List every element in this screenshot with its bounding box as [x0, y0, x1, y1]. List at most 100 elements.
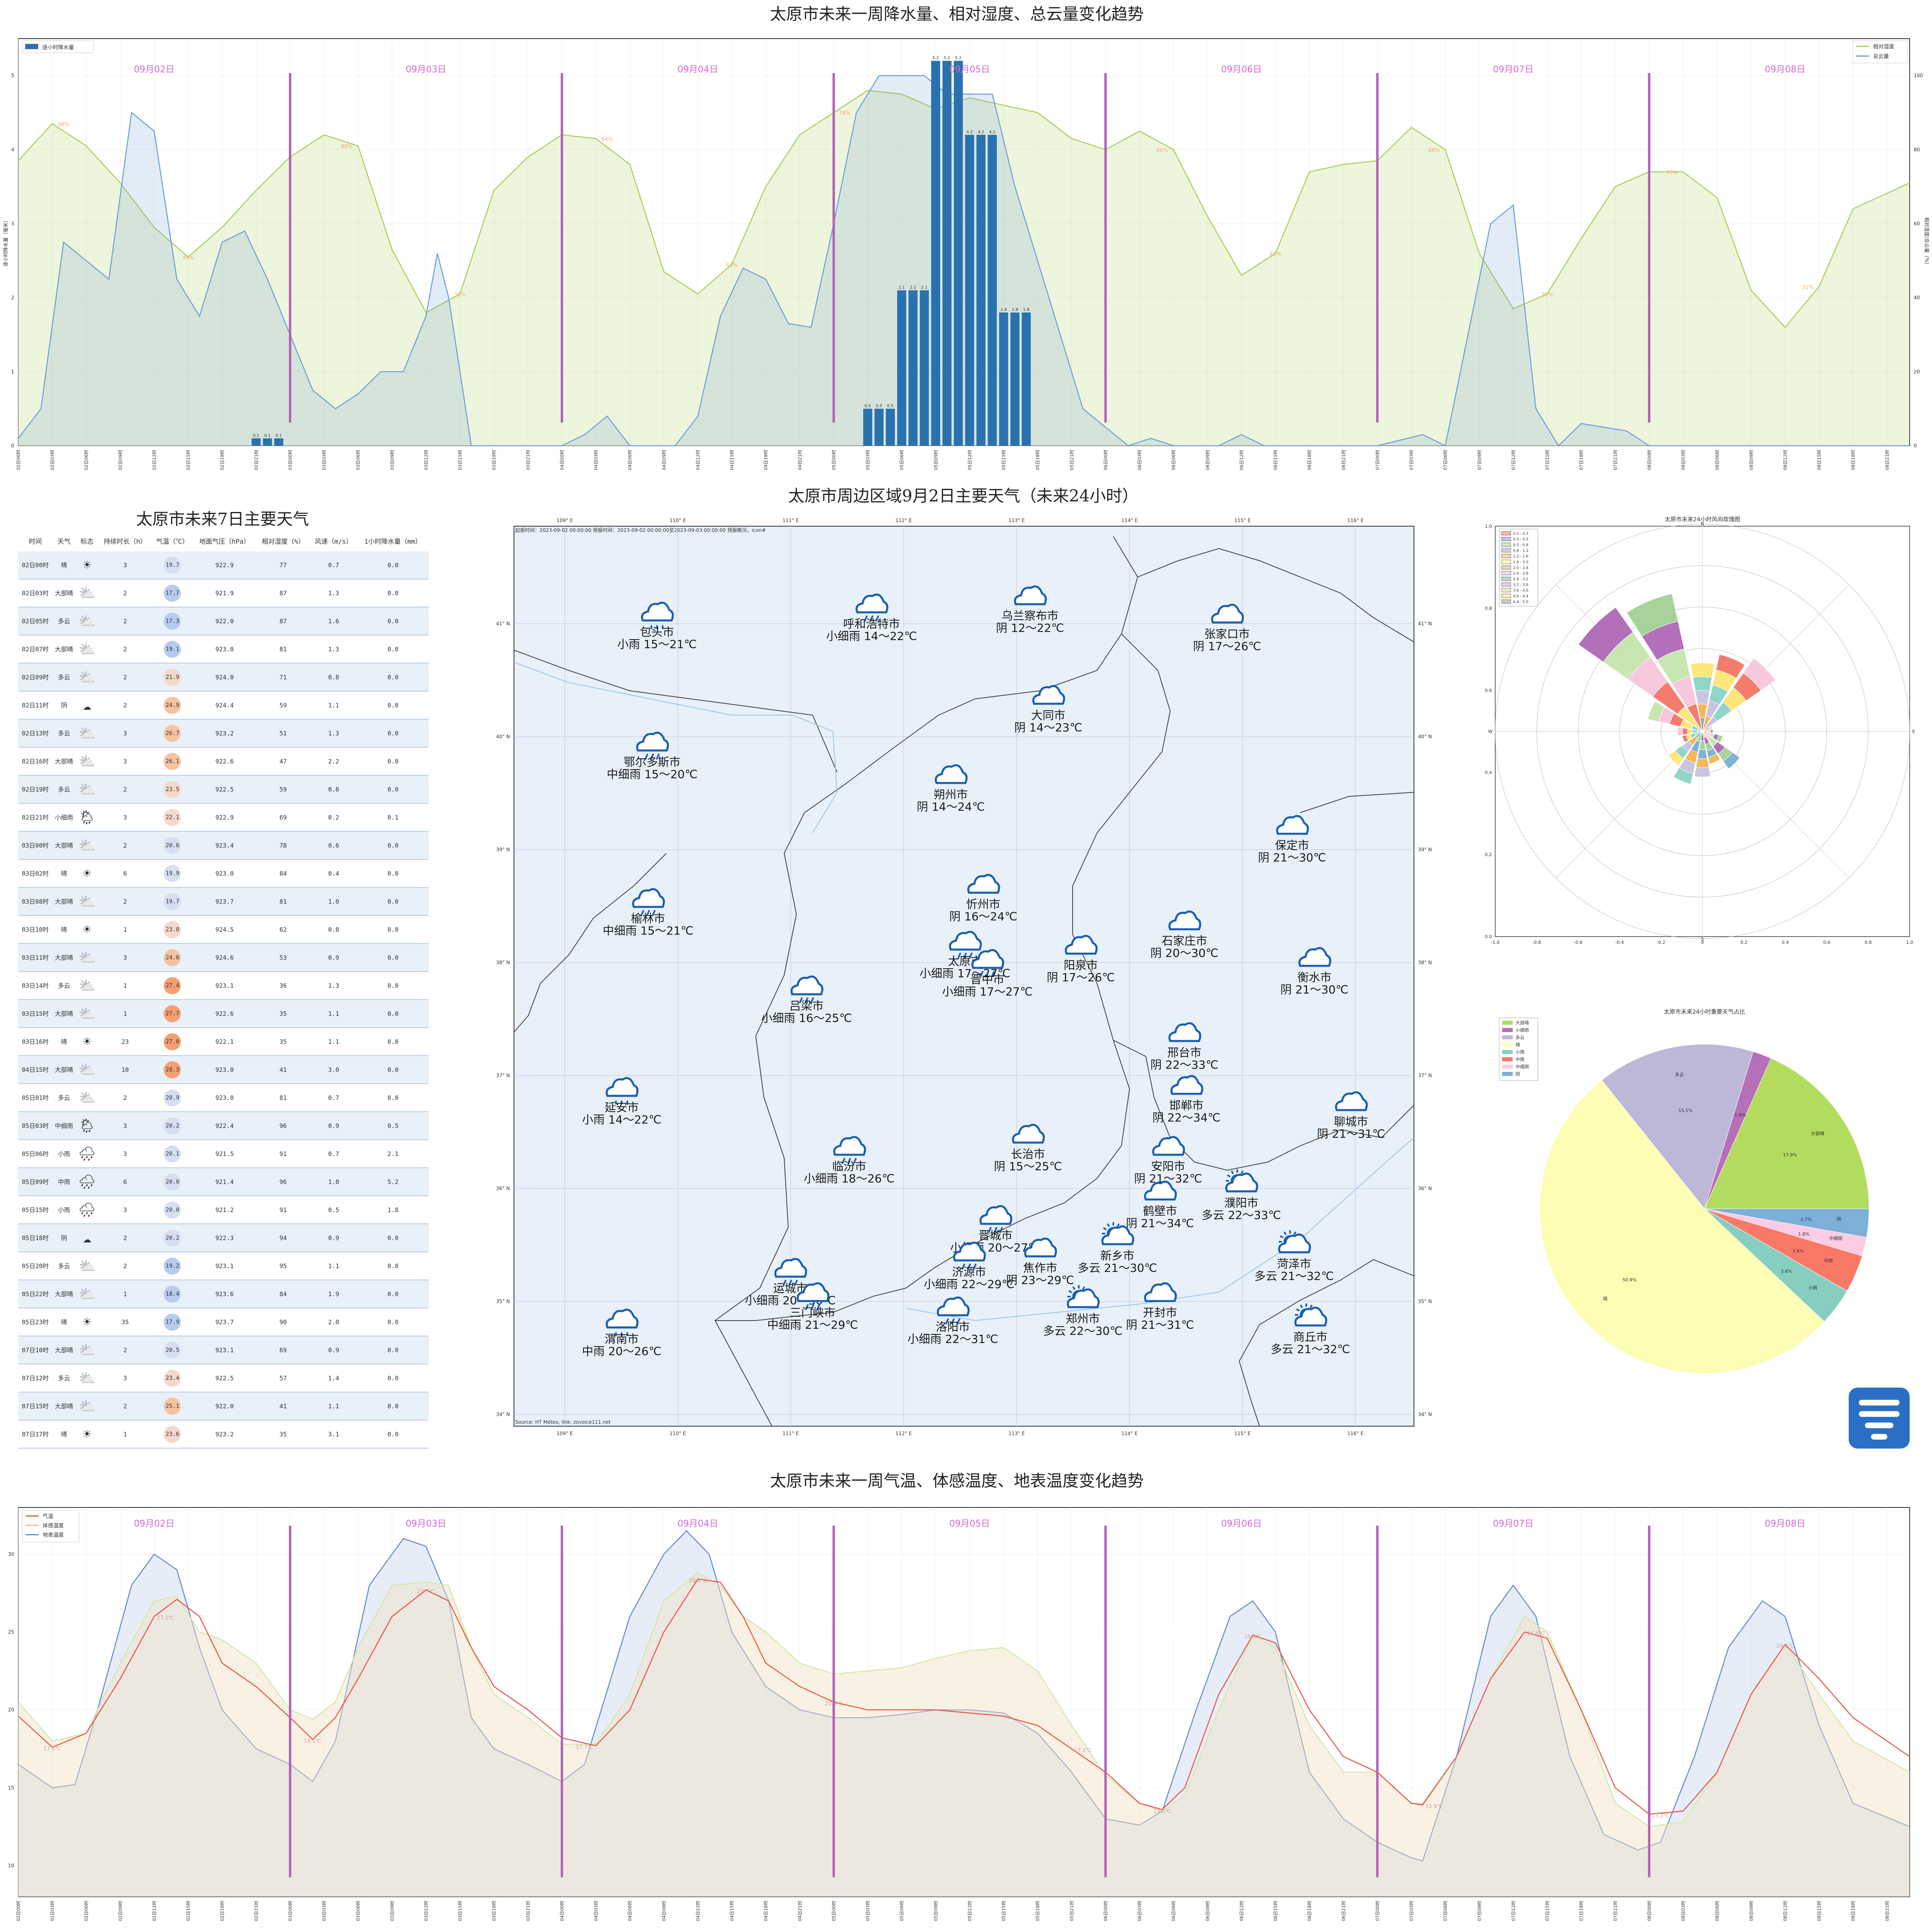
- city-name: 呼和浩特市: [843, 617, 900, 631]
- lon-tick-bottom: 116° E: [1347, 1431, 1364, 1436]
- temp-label: 27.7℃: [417, 1589, 435, 1595]
- wind-rose-bar: [1698, 731, 1703, 734]
- city-name: 渭南市: [605, 1332, 639, 1346]
- x-tick-label: 08日06时: [1715, 1901, 1720, 1921]
- table-cell: 922.0: [193, 607, 256, 635]
- y-left-axis-label: 逐小时降水量（毫米）: [2, 218, 9, 267]
- precip-bar: [263, 438, 272, 446]
- city-name: 鄂尔多斯市: [624, 755, 681, 769]
- y-right-tick-label: 20: [1914, 369, 1920, 375]
- x-tick-label: 1.0: [1906, 940, 1913, 945]
- lat-tick-left: 39° N: [496, 847, 510, 852]
- x-tick-label: 04日03时: [594, 1901, 599, 1921]
- wind-rose-bar: [1708, 729, 1711, 733]
- weather-table: 时间 天气 标志 持续时长（h） 气温（℃） 地面气压（hPa） 相对湿度（%） 风速（m/s…: [18, 530, 429, 1449]
- radial-ring: [1578, 607, 1827, 856]
- x-tick-label: 04日15时: [729, 450, 735, 470]
- x-tick-label: 06日00时: [1103, 450, 1108, 470]
- x-tick-label: 06日21时: [1341, 1901, 1346, 1921]
- table-cell: 02日03时: [18, 579, 52, 607]
- temp-label: 24.6℃: [1527, 1631, 1545, 1637]
- province-border: [715, 1288, 906, 1321]
- wind-legend-swatch: [1501, 565, 1511, 570]
- legend-right-box: [1852, 40, 1908, 63]
- table-cell: 0.0: [357, 1336, 429, 1364]
- table-row: 02日05时 多云 ⛅ 2 17.3 922.0 87 1.6 0.0: [18, 607, 429, 635]
- cloud-icon: [1168, 1022, 1201, 1042]
- drizzle-icon: [833, 1136, 866, 1164]
- wind-rose-bar: [1626, 593, 1678, 637]
- table-cell: 923.2: [193, 719, 256, 748]
- x-tick-label: 04日18时: [763, 1901, 769, 1921]
- table-cell: 阴: [52, 691, 76, 720]
- temp-cell: 20.6: [152, 831, 193, 860]
- table-title: 太原市未来7日主要天气: [136, 510, 309, 529]
- y-right-axis-label: 相对湿度/总云量（%）: [1924, 217, 1930, 267]
- sun-cloud-icon: [1067, 1285, 1100, 1308]
- x-tick-label: 07日09时: [1477, 1901, 1482, 1921]
- table-row: 03日02时晴 ☀ 6 19.9 923.0 84 0.4 0.0: [18, 859, 429, 888]
- precip-bar: [863, 408, 872, 446]
- table-cell: 0.8: [310, 775, 358, 804]
- lon-tick-top: 109° E: [557, 518, 573, 523]
- pie-legend-swatch: [1502, 1043, 1513, 1047]
- cloud-sun-icon: ⛅: [76, 972, 98, 1000]
- y-tick-label: 30: [8, 1551, 14, 1557]
- pie-legend-label: 中细雨: [1516, 1064, 1529, 1069]
- humidity-label: 43%: [726, 262, 738, 269]
- city-forecast: 中细雨 15～21℃: [603, 924, 694, 937]
- city-forecast: 多云 22～33℃: [1201, 1208, 1281, 1222]
- table-cell: 大部晴: [52, 1392, 76, 1421]
- table-cell: 05日03时: [18, 1112, 52, 1140]
- x-tick-label: 08日12时: [1782, 450, 1788, 470]
- sun-cloud-icon: [1225, 1169, 1258, 1193]
- table-cell: 923.2: [193, 1420, 256, 1449]
- table-cell: 05日22时: [18, 1280, 52, 1308]
- x-tick-label: 03日00时: [288, 450, 293, 470]
- y-right-tick-label: 100: [1914, 73, 1923, 78]
- table-cell: 03日10时: [18, 915, 52, 944]
- x-tick-label: 05日12时: [967, 1901, 972, 1921]
- wind-rose-frame: [1495, 526, 1910, 937]
- city-name: 保定市: [1275, 839, 1309, 852]
- temp-cell: 28.3: [152, 1056, 193, 1084]
- table-row: 05日15时 小雨 🌧 3 20.0 921.2 91 0.5 1.8: [18, 1196, 429, 1224]
- plot-area: [18, 38, 1910, 446]
- precip-bar: [942, 61, 952, 446]
- table-cell: 0.0: [357, 747, 429, 776]
- x-tick-label: 02日18时: [220, 1901, 225, 1921]
- x-tick-label: -0.8: [1532, 940, 1541, 945]
- table-cell: 04日15时: [18, 1056, 52, 1084]
- table-cell: 922.6: [193, 1000, 256, 1028]
- humidity-line: [18, 90, 1910, 328]
- city-forecast: 阴 17～26℃: [1047, 971, 1115, 984]
- day-label: 09月08日: [1765, 1519, 1805, 1529]
- radial-spoke: [1702, 731, 1849, 878]
- table-cell: 0.2: [310, 803, 358, 832]
- table-cell: 07日12时: [18, 1364, 52, 1392]
- y-left-tick-label: 2: [11, 295, 14, 301]
- x-tick-label: 08日21时: [1884, 450, 1890, 470]
- sun-icon: ☀: [76, 1308, 98, 1336]
- table-cell: 3: [98, 1140, 152, 1168]
- x-tick-label: -0.6: [1574, 940, 1582, 945]
- city-name: 郑州市: [1066, 1312, 1100, 1325]
- table-cell: 晴: [52, 1420, 76, 1449]
- temp-cell: 27.0: [152, 1028, 193, 1056]
- cloud-icon: [1012, 1123, 1045, 1144]
- x-tick-label: 08日12时: [1782, 1901, 1788, 1921]
- table-cell: 0.9: [310, 943, 358, 972]
- lat-tick-left: 35° N: [496, 1299, 510, 1304]
- table-cell: 大部晴: [52, 1000, 76, 1028]
- city-forecast: 阴 17～26℃: [1193, 640, 1261, 653]
- precip-humidity-cloud-chart: 02日00时 02日03时 02日06时 02日09时 02日12时 02日15时 02日1…: [2, 38, 1930, 470]
- table-cell: 大部晴: [52, 943, 76, 972]
- map-frame: [514, 526, 1414, 1427]
- table-cell: 922.6: [193, 747, 256, 776]
- wind-rose-bar: [1700, 731, 1704, 741]
- city-name: 包头市: [640, 625, 674, 639]
- table-cell: 35: [98, 1308, 152, 1336]
- cloud-icon: ☁: [76, 691, 98, 720]
- wind-rose-bar: [1682, 727, 1688, 735]
- wind-rose-bar: [1743, 658, 1776, 691]
